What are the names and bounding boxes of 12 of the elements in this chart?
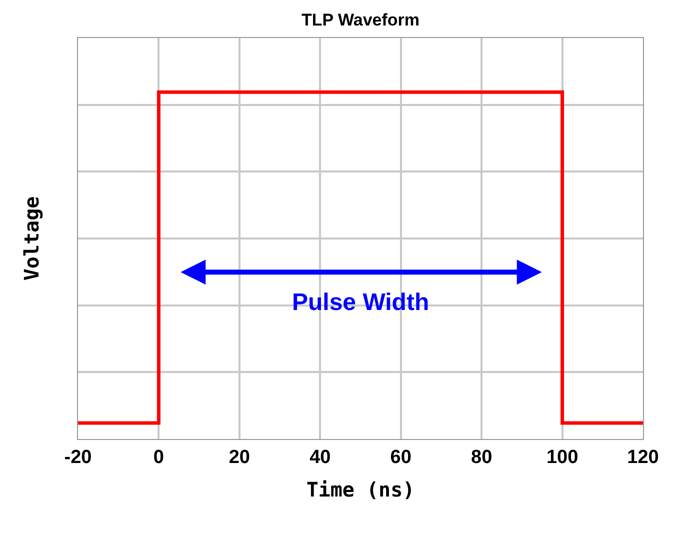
x-tick-label: 0 bbox=[153, 446, 164, 468]
x-tick-label: 20 bbox=[228, 446, 250, 468]
x-tick-label: -20 bbox=[64, 446, 92, 468]
y-axis-title: Voltage bbox=[20, 196, 44, 281]
x-tick-label: 100 bbox=[546, 446, 578, 468]
chart-title: TLP Waveform bbox=[301, 10, 420, 30]
x-tick-label: 40 bbox=[310, 446, 331, 468]
x-tick-label: 80 bbox=[471, 446, 492, 468]
x-tick-label: 120 bbox=[627, 446, 659, 468]
x-axis-title: Time (ns) bbox=[306, 477, 415, 502]
x-tick-label: 60 bbox=[390, 446, 412, 468]
annotation: Pulse Width bbox=[292, 289, 430, 316]
